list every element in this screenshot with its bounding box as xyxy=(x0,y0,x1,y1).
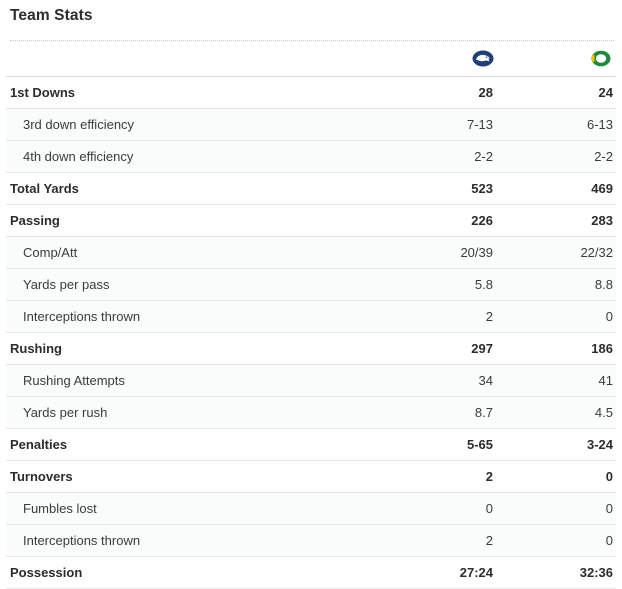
team1-stat-value: 34 xyxy=(478,373,493,388)
team1-stat-value: 2 xyxy=(485,469,493,484)
team2-stat-value: 2-2 xyxy=(594,149,613,164)
stat-row: Rushing 297 186 xyxy=(6,333,616,365)
team1-stat-value: 5-65 xyxy=(466,437,493,452)
stat-label: 4th down efficiency xyxy=(23,149,134,164)
stats-table: 1st Downs 28 24 3rd down efficiency 7-13 6-13… xyxy=(6,77,616,589)
team-stats-panel: Team Stats 1st Downs 28 24 3rd down efficie… xyxy=(6,7,616,589)
stat-label: 1st Downs xyxy=(10,85,76,100)
stat-label: 3rd down efficiency xyxy=(23,117,135,132)
team2-stat-value: 4.5 xyxy=(594,405,613,420)
team-header-row xyxy=(6,42,616,77)
team2-stat-value: 186 xyxy=(591,341,613,356)
stat-row: Turnovers 2 0 xyxy=(6,461,616,493)
stat-label: Yards per rush xyxy=(23,405,108,420)
stat-label: Interceptions thrown xyxy=(23,533,141,548)
stat-row: Rushing Attempts 34 41 xyxy=(6,365,616,397)
stat-row: Interceptions thrown 2 0 xyxy=(6,301,616,333)
team2-stat-value: 6-13 xyxy=(586,117,613,132)
stat-label: Fumbles lost xyxy=(23,501,97,516)
stat-row: Comp/Att 20/39 22/32 xyxy=(6,237,616,269)
team2-stat-value: 41 xyxy=(598,373,613,388)
team2-stat-value: 0 xyxy=(605,469,613,484)
stat-row: Fumbles lost 0 0 xyxy=(6,493,616,525)
stat-row: Interceptions thrown 2 0 xyxy=(6,525,616,557)
team1-stat-value: 0 xyxy=(485,501,493,516)
stat-row: Yards per rush 8.7 4.5 xyxy=(6,397,616,429)
team1-stat-value: 5.8 xyxy=(474,277,493,292)
team2-stat-value: 24 xyxy=(598,85,613,100)
team2-stat-value: 0 xyxy=(605,533,613,548)
team1-stat-value: 27:24 xyxy=(459,565,493,580)
title-divider xyxy=(10,40,614,41)
team2-stat-value: 0 xyxy=(605,501,613,516)
stat-label: Turnovers xyxy=(10,469,73,484)
team1-stat-value: 20/39 xyxy=(460,245,493,260)
team1-stat-value: 226 xyxy=(471,213,493,228)
team1-stat-value: 8.7 xyxy=(474,405,493,420)
stat-row: Total Yards 523 469 xyxy=(6,173,616,205)
team2-stat-value: 469 xyxy=(591,181,613,196)
oregon-o-logo-icon xyxy=(590,50,612,67)
team2-stat-value: 22/32 xyxy=(580,245,613,260)
panel-title: Team Stats xyxy=(10,7,93,24)
stat-row: Yards per pass 5.8 8.8 xyxy=(6,269,616,301)
stat-label: Yards per pass xyxy=(23,277,110,292)
team2-stat-value: 32:36 xyxy=(579,565,613,580)
team1-stat-value: 28 xyxy=(478,85,493,100)
team1-stat-value: 2 xyxy=(485,533,493,548)
stat-row: 4th down efficiency 2-2 2-2 xyxy=(6,141,616,173)
stat-label: Comp/Att xyxy=(23,245,78,260)
team1-stat-value: 2-2 xyxy=(474,149,493,164)
stat-row: 3rd down efficiency 7-13 6-13 xyxy=(6,109,616,141)
stat-row: 1st Downs 28 24 xyxy=(6,77,616,109)
team1-stat-value: 523 xyxy=(471,181,493,196)
team2-stat-value: 0 xyxy=(605,309,613,324)
team2-stat-value: 3-24 xyxy=(586,437,613,452)
team1-stat-value: 2 xyxy=(485,309,493,324)
stat-row: Possession 27:24 32:36 xyxy=(6,557,616,589)
nittany-lion-logo-icon xyxy=(472,50,494,67)
team1-stat-value: 7-13 xyxy=(466,117,493,132)
stat-label: Possession xyxy=(10,565,83,580)
stat-label: Interceptions thrown xyxy=(23,309,141,324)
team2-stat-value: 283 xyxy=(591,213,613,228)
stat-label: Rushing Attempts xyxy=(23,373,125,388)
stat-row: Penalties 5-65 3-24 xyxy=(6,429,616,461)
stat-label: Total Yards xyxy=(10,181,79,196)
stat-label: Penalties xyxy=(10,437,68,452)
stat-label: Rushing xyxy=(10,341,62,356)
team1-stat-value: 297 xyxy=(471,341,493,356)
team2-stat-value: 8.8 xyxy=(594,277,613,292)
stat-label: Passing xyxy=(10,213,60,228)
stat-row: Passing 226 283 xyxy=(6,205,616,237)
